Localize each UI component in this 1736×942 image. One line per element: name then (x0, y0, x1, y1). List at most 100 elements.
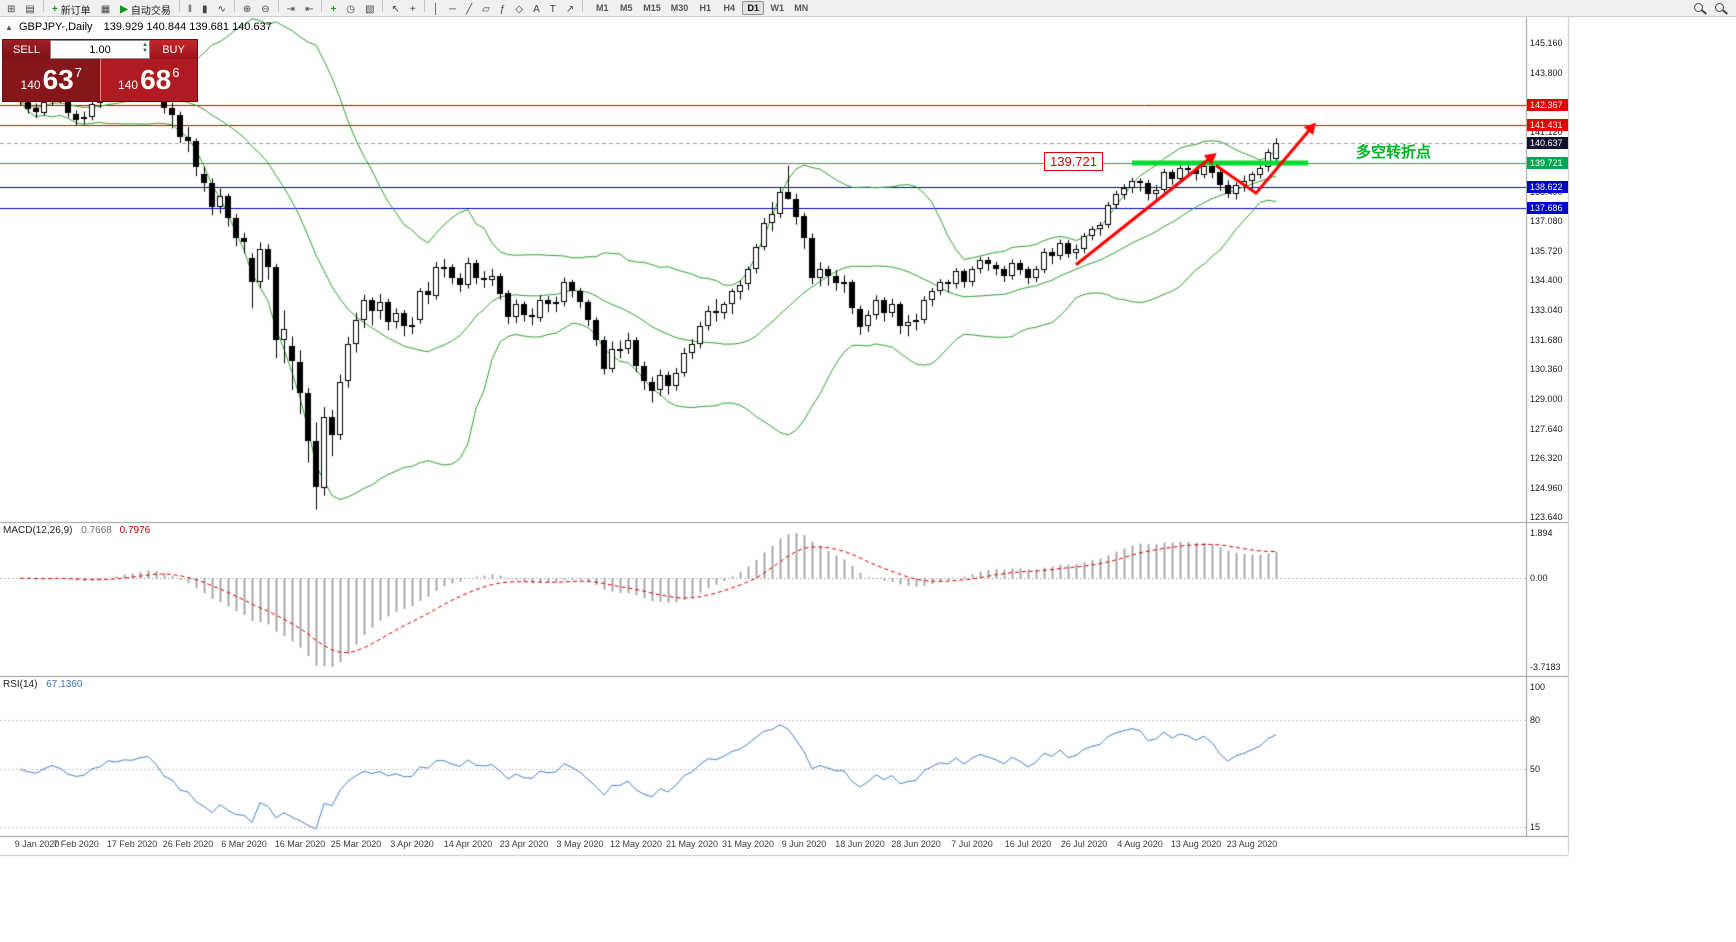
level-price-label[interactable]: 139.721 (1044, 151, 1103, 171)
fibonacci-icon: ƒ (499, 3, 506, 15)
profile-icon: ▤ (25, 3, 35, 15)
turning-point-note[interactable]: 多空转折点 (1356, 144, 1432, 162)
line-chart-icon[interactable]: ∿ (214, 2, 230, 17)
timeframe-m5-button[interactable]: M5 (619, 3, 633, 13)
horizontal-line-icon[interactable]: ─ (445, 2, 460, 17)
chart-window-icon[interactable]: ▦ (97, 2, 114, 17)
macd-signal-value: 0.7976 (119, 525, 151, 536)
buy-price[interactable]: 140 68 6 (100, 59, 197, 101)
auto-trading-button[interactable]: ▶ 自动交易 (116, 2, 175, 17)
macd-name: MACD(12,26,9) (3, 525, 73, 536)
toolbar-items: ⊞ ▤ + 新订单 ▦ ▶ 自动交易 ‖ ▮ ∿ ⊕ ⊖ ⇥ ⇤ + ◷ ▧ ↖ + │ ─ ╱ ▱ ƒ ◇ A T ↗ (2, 0, 586, 17)
auto-scroll-icon: ⇥ (286, 3, 296, 15)
timeframe-h1-button[interactable]: H1 (699, 3, 712, 13)
arrows-tool-icon[interactable]: ↗ (562, 2, 578, 17)
auto-scroll-icon[interactable]: ⇥ (283, 2, 299, 17)
bar-chart-icon[interactable]: ‖ (184, 2, 196, 17)
buy-button[interactable]: BUY (150, 40, 197, 59)
timeframe-mn-button[interactable]: MN (794, 3, 809, 13)
zoom-out-icon[interactable]: ⊖ (257, 2, 273, 17)
macd-value: 0.7668 (81, 525, 112, 536)
toolbar-separator (42, 0, 44, 12)
timeframe-toolbar: M1 M5 M15 M30 H1 H4 D1 W1 MN (590, 1, 813, 15)
crosshair-icon: + (409, 3, 416, 15)
cursor-icon[interactable]: ↖ (387, 2, 403, 17)
chart-shift-icon: ⇤ (305, 3, 314, 15)
timeframe-d1-button[interactable]: D1 (742, 1, 765, 15)
toolbar-separator (321, 0, 323, 12)
shapes-icon[interactable]: ◇ (511, 2, 527, 17)
buy-price-sup: 6 (172, 64, 180, 80)
buy-price-big: 68 (140, 64, 172, 95)
candlestick-chart-icon[interactable]: ▮ (198, 2, 212, 17)
volume-input[interactable]: 1.00 ▲ ▼ (50, 40, 150, 59)
chart-ohlc-values: 139.929 140.844 139.681 140.637 (103, 21, 272, 33)
timeframe-m15-button[interactable]: M15 (643, 3, 661, 13)
profile-icon[interactable]: ▤ (21, 2, 38, 17)
volume-decrease-icon[interactable]: ▼ (142, 48, 148, 54)
indicators-icon: + (330, 3, 337, 15)
sell-button[interactable]: SELL (3, 40, 50, 59)
cursor-icon: ↖ (391, 3, 400, 15)
line-chart-icon: ∿ (217, 3, 226, 15)
charts-window-icon[interactable]: ⊞ (3, 2, 19, 17)
timeframe-h4-button[interactable]: H4 (723, 3, 736, 13)
new-order-plus-icon: + (51, 3, 58, 15)
volume-spinner: ▲ ▼ (142, 42, 148, 54)
new-order-button-label: 新订单 (60, 6, 91, 18)
text-label-icon: T (549, 3, 556, 15)
panel-collapse-icon[interactable]: ▲ (5, 23, 13, 32)
fibonacci-icon[interactable]: ƒ (496, 2, 510, 17)
templates-icon[interactable]: ▧ (361, 2, 378, 17)
vertical-line-icon: │ (432, 3, 439, 15)
channel-icon: ▱ (482, 3, 490, 15)
toolbar-separator (233, 0, 235, 12)
text-label-icon[interactable]: T (546, 2, 560, 17)
timeframe-w1-button[interactable]: W1 (770, 3, 785, 13)
rsi-name: RSI(14) (3, 679, 38, 690)
one-click-trading-panel: SELL 1.00 ▲ ▼ BUY 140 63 7 140 68 6 (2, 39, 198, 102)
toolbar-separator (382, 0, 384, 12)
timeframe-m30-button[interactable]: M30 (670, 3, 689, 13)
channel-icon[interactable]: ▱ (478, 2, 494, 17)
macd-label: MACD(12,26,9) 0.7668 0.7976 (3, 525, 150, 536)
periods-dropdown-icon: ◷ (346, 3, 356, 15)
toolbar: ⊞ ▤ + 新订单 ▦ ▶ 自动交易 ‖ ▮ ∿ ⊕ ⊖ ⇥ ⇤ + ◷ ▧ ↖ + │ ─ ╱ ▱ ƒ ◇ A T ↗ M1 M5 M1… (0, 0, 1736, 17)
auto-trading-play-icon: ▶ (120, 3, 128, 15)
toolbar-separator (423, 0, 425, 12)
horizontal-line-icon: ─ (448, 3, 457, 15)
chart-symbol-period: GBPJPY-,Daily (18, 21, 93, 33)
sell-price-sup: 7 (74, 64, 82, 80)
bar-chart-icon: ‖ (187, 3, 192, 15)
volume-increase-icon[interactable]: ▲ (142, 42, 148, 48)
zoom-out-icon: ⊖ (261, 3, 270, 15)
trendline-icon: ╱ (466, 3, 473, 15)
zoom-in-icon: ⊕ (242, 3, 252, 15)
arrows-tool-icon: ↗ (565, 3, 575, 15)
chart-title: ▲ GBPJPY-,Daily 139.929 140.844 139.681 … (5, 21, 272, 33)
search-symbol-icon[interactable] (1694, 3, 1703, 12)
buy-price-prefix: 140 (118, 78, 139, 92)
zoom-in-icon[interactable]: ⊕ (239, 2, 255, 17)
vertical-line-icon[interactable]: │ (429, 2, 443, 17)
new-order-button[interactable]: + 新订单 (48, 2, 95, 17)
crosshair-icon[interactable]: + (406, 2, 420, 17)
sell-price[interactable]: 140 63 7 (3, 59, 101, 101)
text-icon[interactable]: A (529, 2, 544, 17)
periods-dropdown-icon[interactable]: ◷ (342, 2, 359, 17)
templates-icon: ▧ (365, 3, 375, 15)
indicators-icon[interactable]: + (326, 2, 340, 17)
chart-shift-icon[interactable]: ⇤ (301, 2, 317, 17)
toolbar-right-group (1688, 3, 1730, 12)
chart-window-icon: ▦ (100, 3, 111, 15)
auto-trading-button-label: 自动交易 (130, 6, 171, 18)
search-objects-icon[interactable] (1715, 3, 1724, 12)
timeframe-m1-button[interactable]: M1 (595, 3, 609, 13)
trendline-icon[interactable]: ╱ (462, 2, 476, 17)
toolbar-separator (178, 0, 180, 12)
charts-window-icon: ⊞ (7, 3, 16, 15)
toolbar-separator (277, 0, 279, 12)
volume-value: 1.00 (89, 43, 111, 56)
